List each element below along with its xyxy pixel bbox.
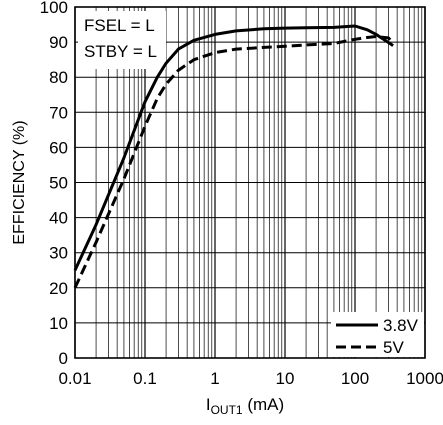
y-tick-label: 60 — [49, 138, 68, 157]
y-tick-label: 50 — [49, 174, 68, 193]
y-tick-label: 100 — [40, 0, 68, 17]
annotation-text: FSEL = L — [84, 16, 155, 35]
legend-box — [331, 312, 424, 357]
legend-label-0: 3.8V — [383, 316, 419, 335]
x-axis-label: IOUT1 (mA) — [206, 395, 284, 417]
y-tick-label: 80 — [49, 68, 68, 87]
x-tick-label: 1000 — [406, 369, 443, 388]
x-tick-label: 10 — [276, 369, 295, 388]
legend-label-1: 5V — [383, 338, 404, 357]
y-tick-label: 90 — [49, 33, 68, 52]
annotation-box — [78, 11, 166, 69]
y-tick-label: 30 — [49, 244, 68, 263]
y-tick-label: 10 — [49, 314, 68, 333]
annotation-text: STBY = L — [84, 42, 157, 61]
y-tick-label: 70 — [49, 103, 68, 122]
y-axis-label: EFFICIENCY (%) — [11, 120, 28, 244]
series-line-0 — [73, 24, 394, 271]
plot-frame — [74, 6, 426, 359]
x-tick-label: 0.01 — [58, 369, 91, 388]
series-line-1 — [73, 35, 395, 289]
x-tick-label: 0.1 — [133, 369, 157, 388]
y-tick-label: 40 — [49, 209, 68, 228]
x-tick-label: 1 — [210, 369, 219, 388]
x-tick-label: 100 — [341, 369, 369, 388]
y-tick-label: 0 — [59, 349, 68, 368]
y-tick-label: 20 — [49, 279, 68, 298]
